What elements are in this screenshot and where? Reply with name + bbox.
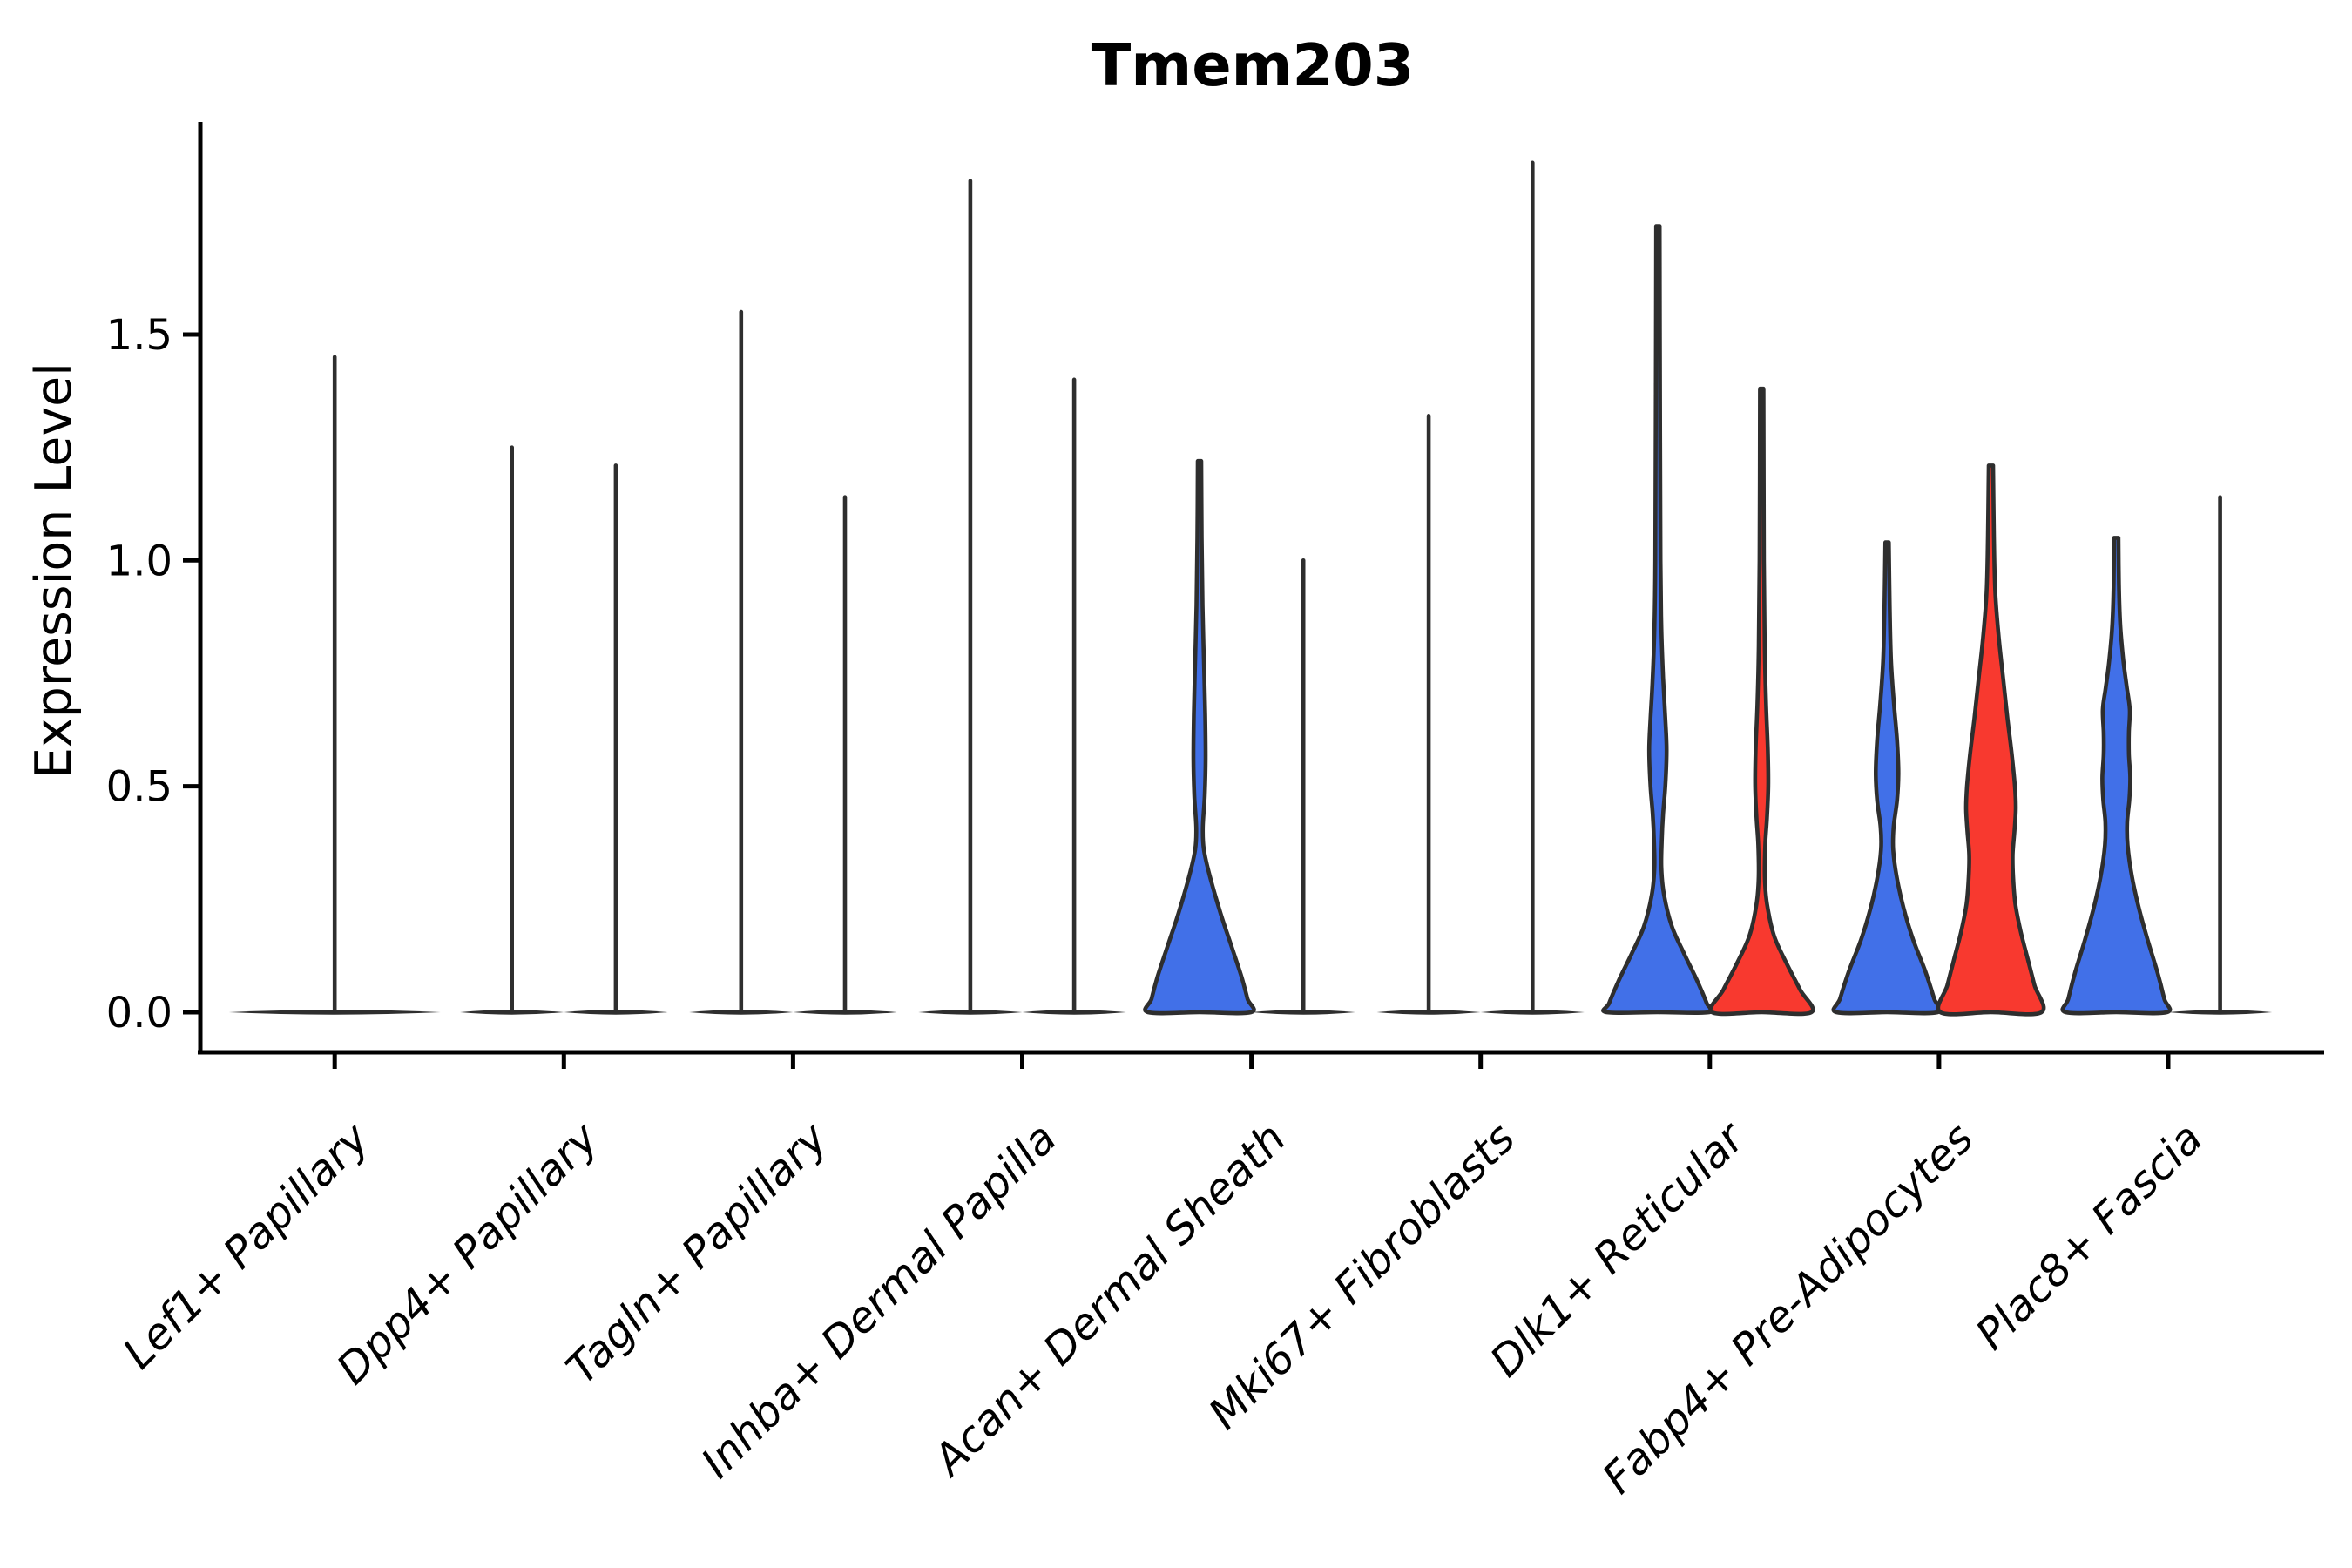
violin-acan-left: [1143, 458, 1256, 1016]
violin-plac8-left: [2060, 536, 2173, 1016]
y-tick-label: 0.5: [106, 763, 172, 812]
plot-title: Tmem203: [1091, 31, 1415, 99]
y-tick-label: 1.5: [106, 311, 172, 360]
x-tick-label-6: Dlk1+ Reticular: [1481, 1112, 1755, 1386]
violin-dlk1-right: [1708, 386, 1815, 1017]
violin-fabp4-left: [1831, 540, 1943, 1016]
y-tick-label: 0.0: [106, 989, 172, 1037]
x-tick-label-7: Fabp4+ Pre-Adipocytes: [1593, 1113, 1984, 1504]
x-tick-label-0: Lef1+ Papillary: [113, 1112, 379, 1378]
y-tick-label: 1.0: [106, 537, 172, 585]
violin-dlk1-left: [1601, 224, 1715, 1016]
violin-fabp4-right: [1936, 463, 2046, 1017]
x-tick-label-8: Plac8+ Fascia: [1966, 1113, 2212, 1359]
